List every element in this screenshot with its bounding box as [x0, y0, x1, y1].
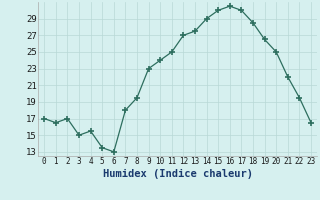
X-axis label: Humidex (Indice chaleur): Humidex (Indice chaleur)	[103, 169, 252, 179]
